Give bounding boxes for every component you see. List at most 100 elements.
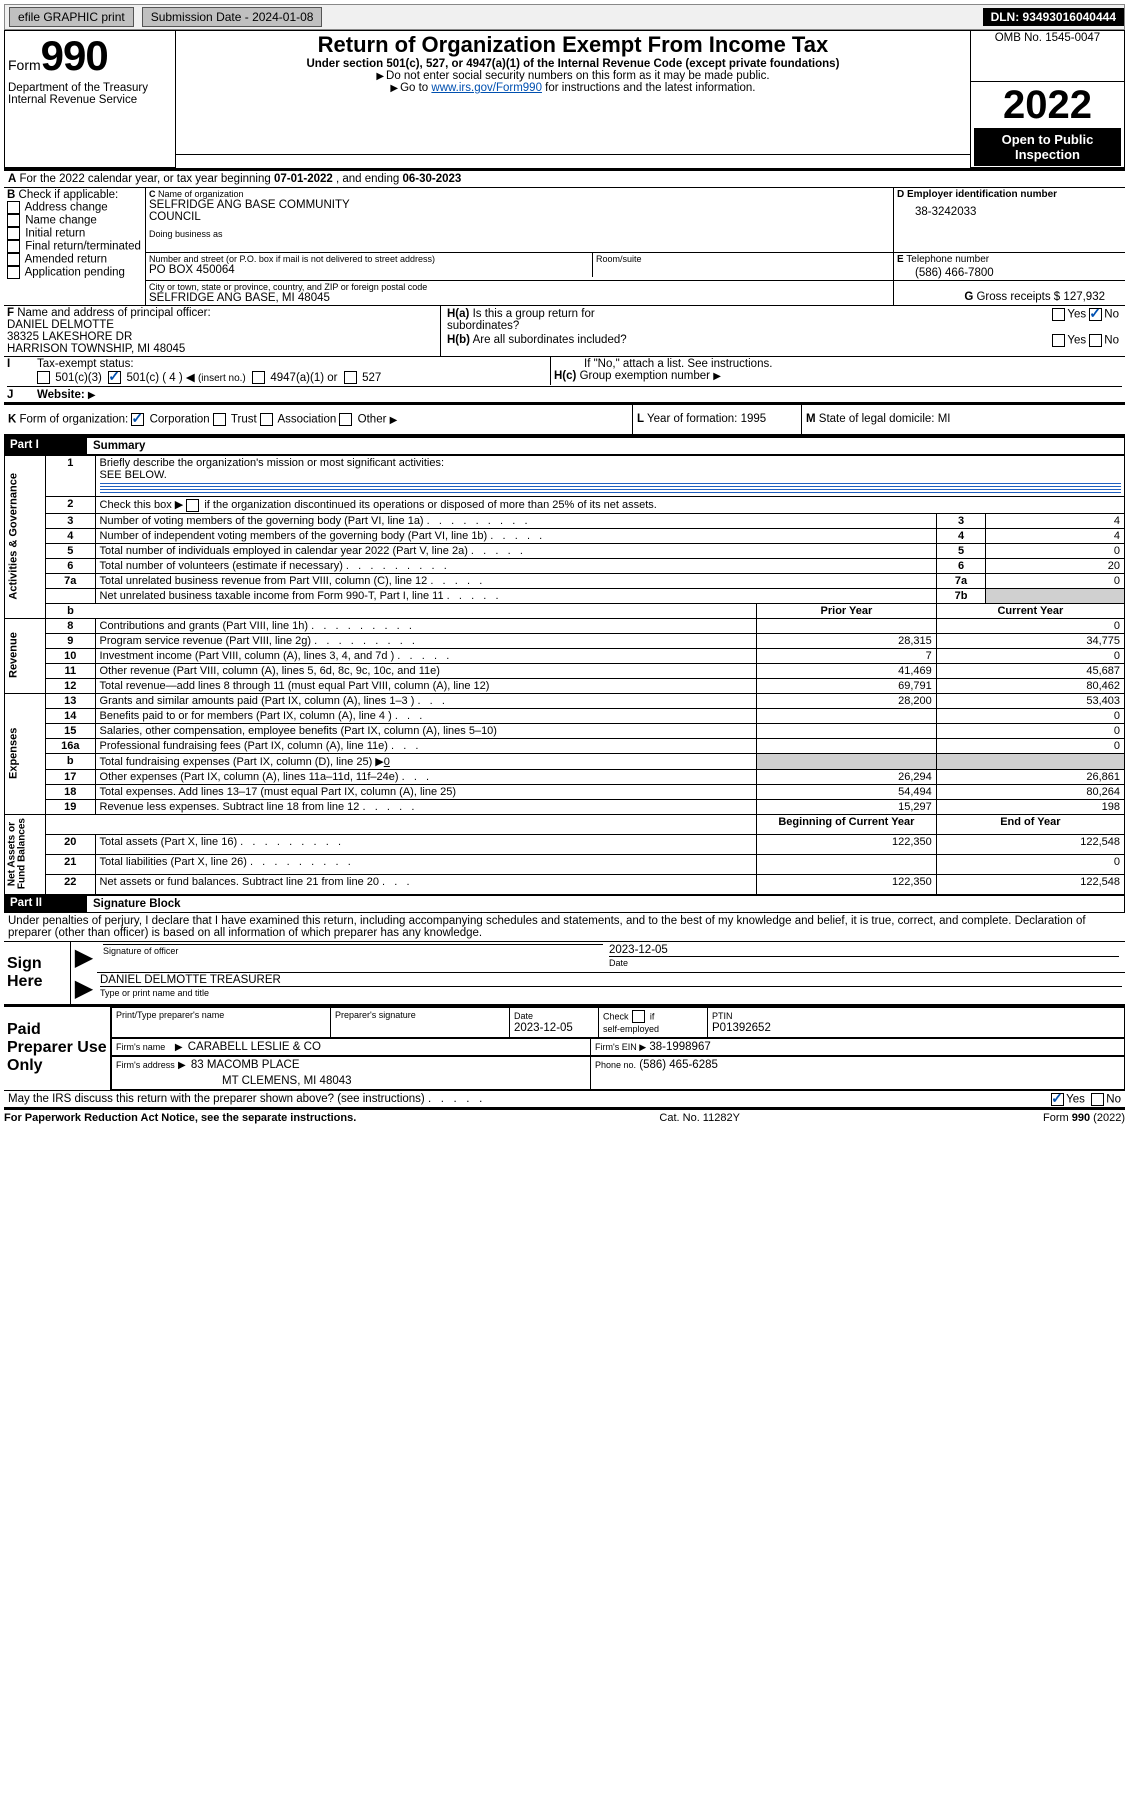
org-name-label: Name of organization: [158, 189, 244, 199]
address-change-checkbox[interactable]: [7, 201, 20, 214]
discuss-no-checkbox[interactable]: [1091, 1093, 1104, 1106]
phone-label: Telephone number: [906, 254, 989, 265]
trust-checkbox[interactable]: [213, 413, 226, 426]
other-checkbox[interactable]: [339, 413, 352, 426]
hb-no-checkbox[interactable]: [1089, 334, 1102, 347]
ag-vlabel: Activities & Governance: [5, 455, 46, 618]
top-bar: efile GRAPHIC print Submission Date - 20…: [4, 4, 1125, 30]
entity-info-block: B Check if applicable: Address change Na…: [4, 188, 1125, 305]
4947-checkbox[interactable]: [252, 371, 265, 384]
part-i-table: Activities & Governance 1 Briefly descri…: [4, 455, 1125, 895]
part-ii-header: Part II Signature Block: [4, 895, 1125, 913]
arrow-icon: [390, 82, 400, 94]
application-pending-checkbox[interactable]: [7, 266, 20, 279]
h-note: If "No," attach a list. See instructions…: [554, 358, 1122, 370]
street-value: PO BOX 450064: [149, 264, 589, 276]
hc-label: Group exemption number: [580, 370, 710, 382]
city-label: City or town, state or province, country…: [149, 282, 890, 292]
goto-prefix: Go to: [400, 82, 431, 94]
cat-no: Cat. No. 11282Y: [659, 1112, 740, 1124]
form-990: 990: [41, 32, 108, 79]
page-footer: For Paperwork Reduction Act Notice, see …: [4, 1110, 1125, 1124]
ha-no-checkbox[interactable]: [1089, 308, 1102, 321]
status-block: I Tax-exempt status: 501(c)(3) 501(c) ( …: [4, 357, 1125, 402]
arrow-icon: [713, 370, 723, 382]
room-label: Room/suite: [596, 254, 890, 264]
dln-label: DLN: 93493016040444: [983, 8, 1124, 26]
year-formation-label: Year of formation:: [647, 413, 737, 425]
submission-date-button[interactable]: Submission Date - 2024-01-08: [142, 7, 323, 27]
ha-yes-checkbox[interactable]: [1052, 308, 1065, 321]
tax-year: 2022: [974, 83, 1121, 128]
sig-officer-label: Signature of officer: [103, 946, 178, 956]
initial-return-checkbox[interactable]: [7, 227, 20, 240]
gross-receipts-label: Gross receipts $: [976, 291, 1060, 303]
open-public-badge: Open to PublicInspection: [974, 128, 1121, 166]
dept-irs: Internal Revenue Service: [8, 94, 172, 106]
officer-printed-name: DANIEL DELMOTTE TREASURER: [100, 974, 281, 986]
gross-receipts-value: 127,932: [1063, 291, 1105, 303]
officer-group-block: F Name and address of principal officer:…: [4, 306, 1125, 356]
officer-name: DANIEL DELMOTTE: [7, 319, 114, 331]
ha-label: Is this a group return for subordinates?: [447, 308, 595, 332]
exp-vlabel: Expenses: [5, 693, 46, 814]
arrow-icon: [88, 389, 98, 401]
dba-label: Doing business as: [149, 229, 890, 239]
sign-here-label: Sign Here: [4, 942, 71, 1004]
irs-link[interactable]: www.irs.gov/Form990: [431, 82, 542, 94]
527-checkbox[interactable]: [344, 371, 357, 384]
section-b-label: Check if applicable:: [19, 189, 119, 201]
printed-name-label: Type or print name and title: [100, 988, 209, 998]
efile-print-button[interactable]: efile GRAPHIC print: [9, 7, 134, 27]
arrow-icon: [376, 70, 386, 82]
sign-date-label: Date: [609, 958, 628, 968]
officer-addr2: HARRISON TOWNSHIP, MI 48045: [7, 343, 185, 355]
officer-addr1: 38325 LAKESHORE DR: [7, 331, 132, 343]
form-org-label: Form of organization:: [20, 414, 129, 426]
form-title: Return of Organization Exempt From Incom…: [179, 32, 967, 58]
paid-preparer-block: Paid Preparer Use Only Print/Type prepar…: [4, 1007, 1125, 1090]
hb-label: Are all subordinates included?: [473, 334, 627, 346]
street-label: Number and street (or P.O. box if mail i…: [149, 254, 589, 264]
final-return-checkbox[interactable]: [7, 240, 20, 253]
self-employed-checkbox[interactable]: [632, 1010, 645, 1023]
form-subtitle: Under section 501(c), 527, or 4947(a)(1)…: [179, 58, 967, 70]
domicile-label: State of legal domicile:: [819, 413, 935, 425]
assoc-checkbox[interactable]: [260, 413, 273, 426]
year-formation-value: 1995: [741, 413, 767, 425]
klm-block: K Form of organization: Corporation Trus…: [4, 405, 1125, 434]
website-label: Website:: [37, 389, 85, 401]
domicile-value: MI: [938, 413, 951, 425]
org-name-2: COUNCIL: [149, 211, 890, 223]
hb-yes-checkbox[interactable]: [1052, 334, 1065, 347]
rev-vlabel: Revenue: [5, 618, 46, 693]
ssn-warning: Do not enter social security numbers on …: [386, 70, 770, 82]
arrow-icon: [390, 414, 400, 426]
city-value: SELFRIDGE ANG BASE, MI 48045: [149, 292, 890, 304]
net-vlabel: Net Assets or Fund Balances: [5, 814, 46, 894]
officer-label: Name and address of principal officer:: [17, 307, 210, 319]
part-i-header: Part I Summary: [4, 437, 1125, 455]
name-change-checkbox[interactable]: [7, 214, 20, 227]
perjury-declaration: Under penalties of perjury, I declare th…: [4, 913, 1125, 941]
dept-treasury: Department of the Treasury: [8, 82, 172, 94]
phone-value: (586) 466-7800: [897, 265, 1122, 279]
501c3-checkbox[interactable]: [37, 371, 50, 384]
ein-value: 38-3242033: [897, 200, 1122, 218]
discuss-row: May the IRS discuss this return with the…: [4, 1091, 1125, 1107]
corp-checkbox[interactable]: [131, 413, 144, 426]
q2-checkbox[interactable]: [186, 499, 199, 512]
form-header: Form990 Return of Organization Exempt Fr…: [4, 30, 1125, 168]
form-word: Form: [8, 57, 41, 73]
org-name-1: SELFRIDGE ANG BASE COMMUNITY: [149, 199, 890, 211]
form-ref: Form 990 (2022): [1043, 1112, 1125, 1124]
sign-here-block: Sign Here ▶ Signature of officer 2023-12…: [4, 942, 1125, 1004]
goto-suffix: for instructions and the latest informat…: [542, 82, 756, 94]
amended-return-checkbox[interactable]: [7, 253, 20, 266]
line-a: A For the 2022 calendar year, or tax yea…: [4, 171, 1125, 187]
501c-checkbox[interactable]: [108, 371, 121, 384]
ein-label: Employer identification number: [907, 189, 1057, 200]
paid-preparer-label: Paid Preparer Use Only: [4, 1007, 111, 1090]
omb-number: OMB No. 1545-0047: [974, 32, 1121, 44]
discuss-yes-checkbox[interactable]: [1051, 1093, 1064, 1106]
